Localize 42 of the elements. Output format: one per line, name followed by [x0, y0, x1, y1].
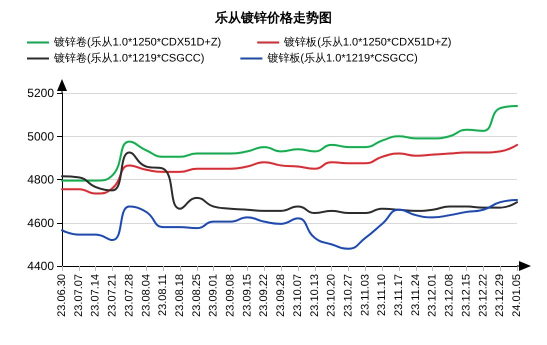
- x-tick-label: 23.11.03: [359, 274, 372, 316]
- x-tick-label: 23.07.14: [90, 274, 102, 317]
- x-tick-label: 23.09.28: [275, 274, 288, 317]
- x-tick-label: 23.07.28: [123, 274, 136, 317]
- x-tick-label: 23.07.07: [72, 274, 85, 317]
- x-tick-label: 23.12.08: [444, 274, 456, 317]
- chart-title: 乐从镀锌价格走势图: [214, 10, 332, 25]
- x-tick-label: 23.09.08: [224, 274, 237, 317]
- legend-label: 镀锌板(乐从1.0*1250*CDX51D+Z): [283, 36, 452, 48]
- x-tick-label: 24.01.05: [511, 274, 523, 317]
- y-tick-label: 4600: [27, 216, 54, 230]
- x-tick-label: 23.09.15: [241, 274, 254, 317]
- y-tick-label: 5200: [27, 86, 54, 100]
- x-tick-label: 23.10.20: [326, 274, 338, 317]
- x-tick-label: 23.12.29: [494, 274, 506, 317]
- x-tick-label: 23.12.15: [460, 274, 472, 317]
- x-tick-label: 23.08.04: [140, 274, 152, 317]
- x-tick-label: 23.09.01: [208, 274, 220, 317]
- x-tick-label: 23.12.01: [426, 274, 439, 317]
- y-tick-label: 4800: [27, 172, 54, 186]
- x-tick-label: 23.10.07: [292, 274, 304, 317]
- y-tick-label: 5000: [27, 129, 54, 144]
- legend-label: 镀锌板(乐从1.0*1219*CSGCC): [266, 52, 418, 64]
- x-tick-label: 23.09.22: [258, 274, 270, 317]
- legend-label: 镀锌卷(乐从1.0*1250*CDX51D+Z): [53, 36, 222, 48]
- x-tick-label: 23.12.22: [477, 274, 490, 317]
- x-tick-label: 23.11.10: [376, 274, 388, 316]
- x-tick-label: 23.10.13: [308, 274, 321, 317]
- x-tick-label: 23.10.27: [342, 274, 354, 317]
- x-tick-label: 23.11.17: [393, 274, 406, 316]
- x-tick-label: 23.08.11: [157, 274, 170, 316]
- line-series: [61, 144, 518, 195]
- x-tick-label: 23.11.24: [410, 274, 422, 316]
- line-series: [61, 104, 518, 182]
- x-tick-label: 23.06.30: [56, 274, 68, 317]
- x-tick-label: 23.07.21: [106, 274, 119, 317]
- legend-label: 镀锌卷(乐从1.0*1219*CSGCC): [53, 52, 204, 64]
- y-tick-label: 4400: [27, 259, 54, 273]
- line-series: [61, 151, 518, 214]
- x-tick-label: 23.08.25: [190, 274, 203, 317]
- line-series: [61, 199, 518, 250]
- x-tick-label: 23.08.18: [174, 274, 186, 317]
